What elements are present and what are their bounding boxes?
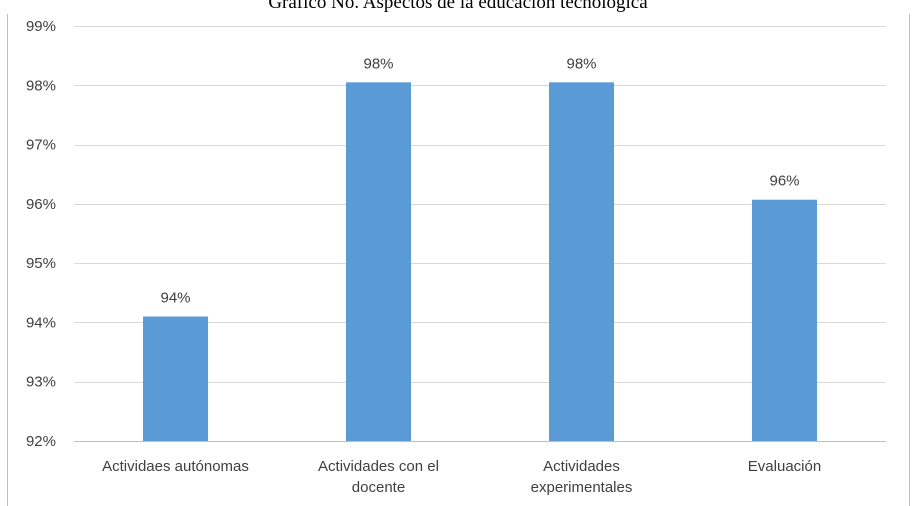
bar [143,316,208,441]
x-category-label-line: Evaluación [748,458,821,475]
y-tick-label: 93% [26,374,56,391]
chart-title: Gráfico No. Aspectos de la educación tec… [268,0,648,13]
bar-series [143,82,817,442]
x-category-label: Evaluación [748,458,821,475]
y-tick-label: 96% [26,196,56,213]
y-tick-label: 98% [26,77,56,94]
data-labels: 94% 98% 98% 96% [160,55,799,306]
bar [346,82,411,442]
x-category-label-line: Actividaes autónomas [102,458,249,475]
x-category-label: Actividaes autónomas [102,458,249,475]
bar-data-label: 94% [160,290,190,307]
y-tick-label: 95% [26,255,56,272]
y-axis-tick-labels: 92% 93% 94% 95% 96% 97% 98% 99% [26,18,56,450]
bar [549,82,614,442]
gridlines [74,26,886,383]
x-category-label-line: docente [352,479,405,496]
x-category-label-line: Actividades [543,458,620,475]
x-axis-category-labels: Actividaes autónomas Actividades con el do… [102,458,821,496]
x-category-label-line: Actividades con el [318,458,439,475]
bar-data-label: 98% [566,55,596,72]
bar [752,199,817,441]
x-category-label-line: experimentales [531,479,633,496]
y-tick-label: 94% [26,314,56,331]
y-tick-label: 92% [26,433,56,450]
y-tick-label: 97% [26,137,56,154]
x-category-label: Actividades experimentales [531,458,633,496]
bar-data-label: 98% [363,55,393,72]
y-tick-label: 99% [26,18,56,35]
x-category-label: Actividades con el docente [318,458,439,496]
bar-data-label: 96% [769,173,799,190]
